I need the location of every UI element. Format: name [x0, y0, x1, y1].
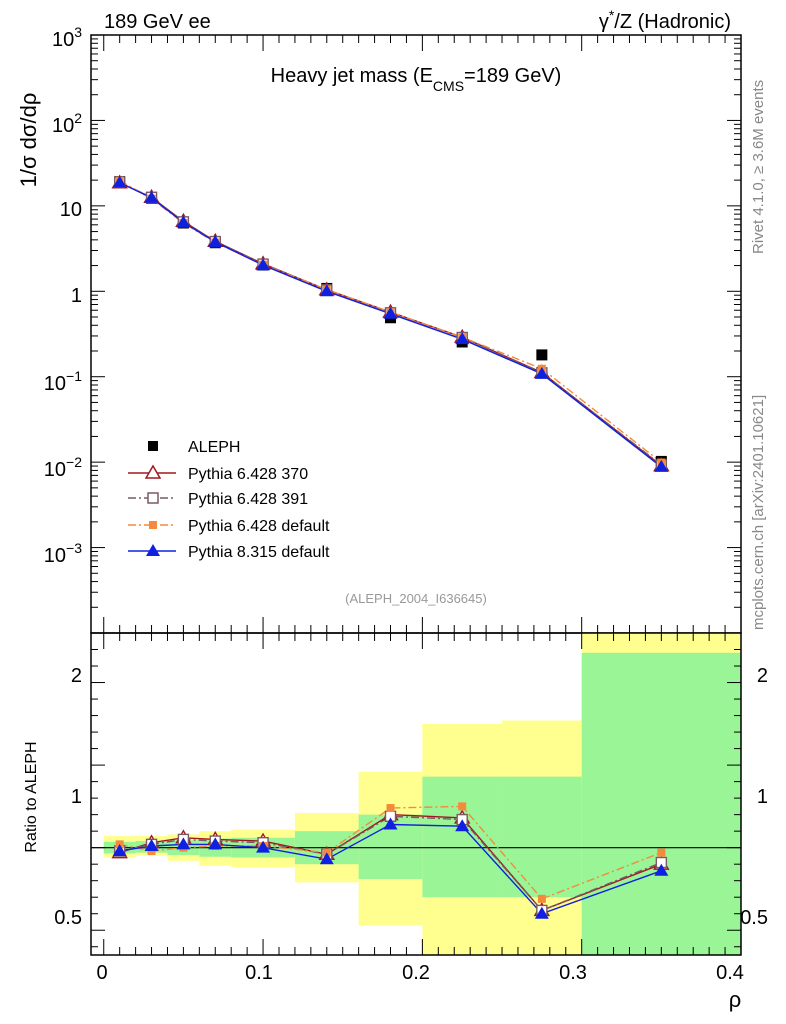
- ytick-label-0.01: 10−2: [44, 454, 82, 481]
- xtick-label-0.4: 0.4: [716, 962, 744, 984]
- ratio-point-pythia-8-315-default: [176, 837, 191, 850]
- ytick-label-0.001: 10−3: [44, 540, 82, 567]
- main-ylabel: 1/σ dσ/dρ: [16, 93, 41, 188]
- ratio-panel: Ratio to ALEPH 0.5 1 2 0.5 1 2 0 0.1 0.2…: [23, 632, 768, 1012]
- mcplots-label: mcplots.cern.ch [arXiv:2401.10621]: [750, 395, 767, 630]
- main-line-pythia-6-428-370: [119, 182, 662, 467]
- ratio-point-pythia-8-315-default: [112, 843, 127, 856]
- ratio-series: [111, 802, 670, 919]
- legend: ALEPH Pythia 6.428 370 Pythia 6.428 391 …: [128, 439, 330, 561]
- ratio-point-pythia-8-315-default: [534, 906, 549, 919]
- ratio-line-pythia-8-315-default: [119, 823, 662, 915]
- ratio-point-pythia-6-428-default: [458, 802, 467, 811]
- legend-label-pythia6-default: Pythia 6.428 default: [188, 518, 330, 535]
- main-point-pythia-8-315-default: [176, 215, 191, 228]
- legend-marker-pythia6-370: [144, 464, 162, 479]
- legend-marker-pythia6-default: [149, 521, 157, 529]
- main-point-pythia-8-315-default: [455, 332, 470, 345]
- ratio-ytick-label-0.5: 0.5: [54, 907, 82, 929]
- ytick-label-0.1: 10−1: [44, 368, 82, 395]
- ratio-point-pythia-8-315-default: [455, 819, 470, 832]
- ytick-label-10: 10: [60, 199, 82, 221]
- ratio-line-pythia-6-428-391: [119, 815, 662, 912]
- green-band-8: [502, 776, 582, 898]
- main-series: [111, 174, 670, 472]
- ratio-point-pythia-8-315-default: [383, 817, 398, 830]
- main-point-pythia-8-315-default: [319, 284, 334, 297]
- main-panel: Heavy jet mass (ECMS=189 GeV) (ALEPH_200…: [16, 24, 742, 634]
- ytick-label-1000: 103: [52, 24, 82, 51]
- ratio-point-pythia-6-428-default: [386, 804, 395, 813]
- ratio-ytick-label-2: 2: [71, 665, 82, 687]
- ratio-point-pythia-8-315-default: [319, 852, 334, 865]
- legend-marker-pythia6-391: [147, 492, 159, 504]
- main-point-pythia-8-315-default: [534, 366, 549, 379]
- ratio-ytick-label-right-1: 1: [757, 786, 768, 808]
- ratio-ylabel: Ratio to ALEPH: [23, 741, 40, 852]
- legend-label-pythia8-default: Pythia 8.315 default: [188, 544, 330, 561]
- main-line-pythia-8-315-default: [119, 181, 662, 468]
- ratio-axes: [90, 632, 742, 956]
- legend-marker-aleph: [148, 441, 158, 451]
- green-band-9: [581, 652, 741, 955]
- ratio-uncertainty-bands: [103, 633, 741, 955]
- main-title: Heavy jet mass (ECMS=189 GeV): [271, 65, 562, 94]
- legend-item-pythia6-default: Pythia 6.428 default: [128, 518, 330, 535]
- legend-item-aleph: ALEPH: [148, 439, 240, 456]
- main-line-pythia-6-428-391: [119, 181, 662, 466]
- legend-label-pythia6-391: Pythia 6.428 391: [188, 491, 308, 508]
- main-point-aleph: [536, 349, 548, 361]
- ytick-label-100: 102: [52, 110, 82, 137]
- green-band-7: [422, 776, 503, 898]
- main-point-pythia-8-315-default: [144, 190, 159, 203]
- main-point-pythia-8-315-default: [112, 175, 127, 188]
- main-point-pythia-8-315-default: [383, 306, 398, 319]
- ratio-point-pythia-8-315-default: [144, 839, 159, 852]
- legend-label-aleph: ALEPH: [188, 439, 240, 456]
- ratio-frame: [90, 632, 742, 956]
- ratio-line-pythia-6-428-default: [119, 805, 662, 900]
- legend-label-pythia6-370: Pythia 6.428 370: [188, 466, 308, 483]
- header-right: γ*/Z (Hadronic): [599, 7, 731, 33]
- legend-marker-pythia8-default: [146, 544, 160, 556]
- legend-item-pythia8-default: Pythia 8.315 default: [128, 544, 330, 561]
- analysis-id: (ALEPH_2004_I636645): [345, 591, 487, 606]
- ytick-label-1: 1: [71, 285, 82, 307]
- xtick-label-0.1: 0.1: [245, 962, 273, 984]
- ratio-line-pythia-6-428-370: [119, 813, 662, 912]
- ratio-ytick-label-right-0.5: 0.5: [740, 907, 768, 929]
- ratio-point-pythia-8-315-default: [256, 840, 271, 853]
- main-point-pythia-8-315-default: [256, 258, 271, 271]
- ratio-ytick-label-right-2: 2: [757, 665, 768, 687]
- main-line-pythia-6-428-default: [119, 180, 662, 464]
- main-point-pythia-8-315-default: [654, 459, 669, 472]
- legend-item-pythia6-391: Pythia 6.428 391: [128, 491, 308, 508]
- ratio-point-pythia-6-428-default: [657, 848, 666, 857]
- ratio-point-pythia-8-315-default: [208, 837, 223, 850]
- x-axis-label: ρ: [729, 987, 742, 1012]
- header-left: 189 GeV ee: [104, 11, 211, 33]
- legend-item-pythia6-370: Pythia 6.428 370: [128, 464, 308, 483]
- ratio-point-pythia-6-428-default: [537, 894, 546, 903]
- xtick-label-0.2: 0.2: [402, 962, 430, 984]
- ratio-point-pythia-8-315-default: [654, 863, 669, 876]
- ratio-ytick-label-1: 1: [71, 786, 82, 808]
- xtick-label-0: 0: [96, 962, 107, 984]
- xtick-label-0.3: 0.3: [559, 962, 587, 984]
- main-point-pythia-8-315-default: [208, 234, 223, 247]
- rivet-label: Rivet 4.1.0, ≥ 3.6M events: [750, 80, 767, 254]
